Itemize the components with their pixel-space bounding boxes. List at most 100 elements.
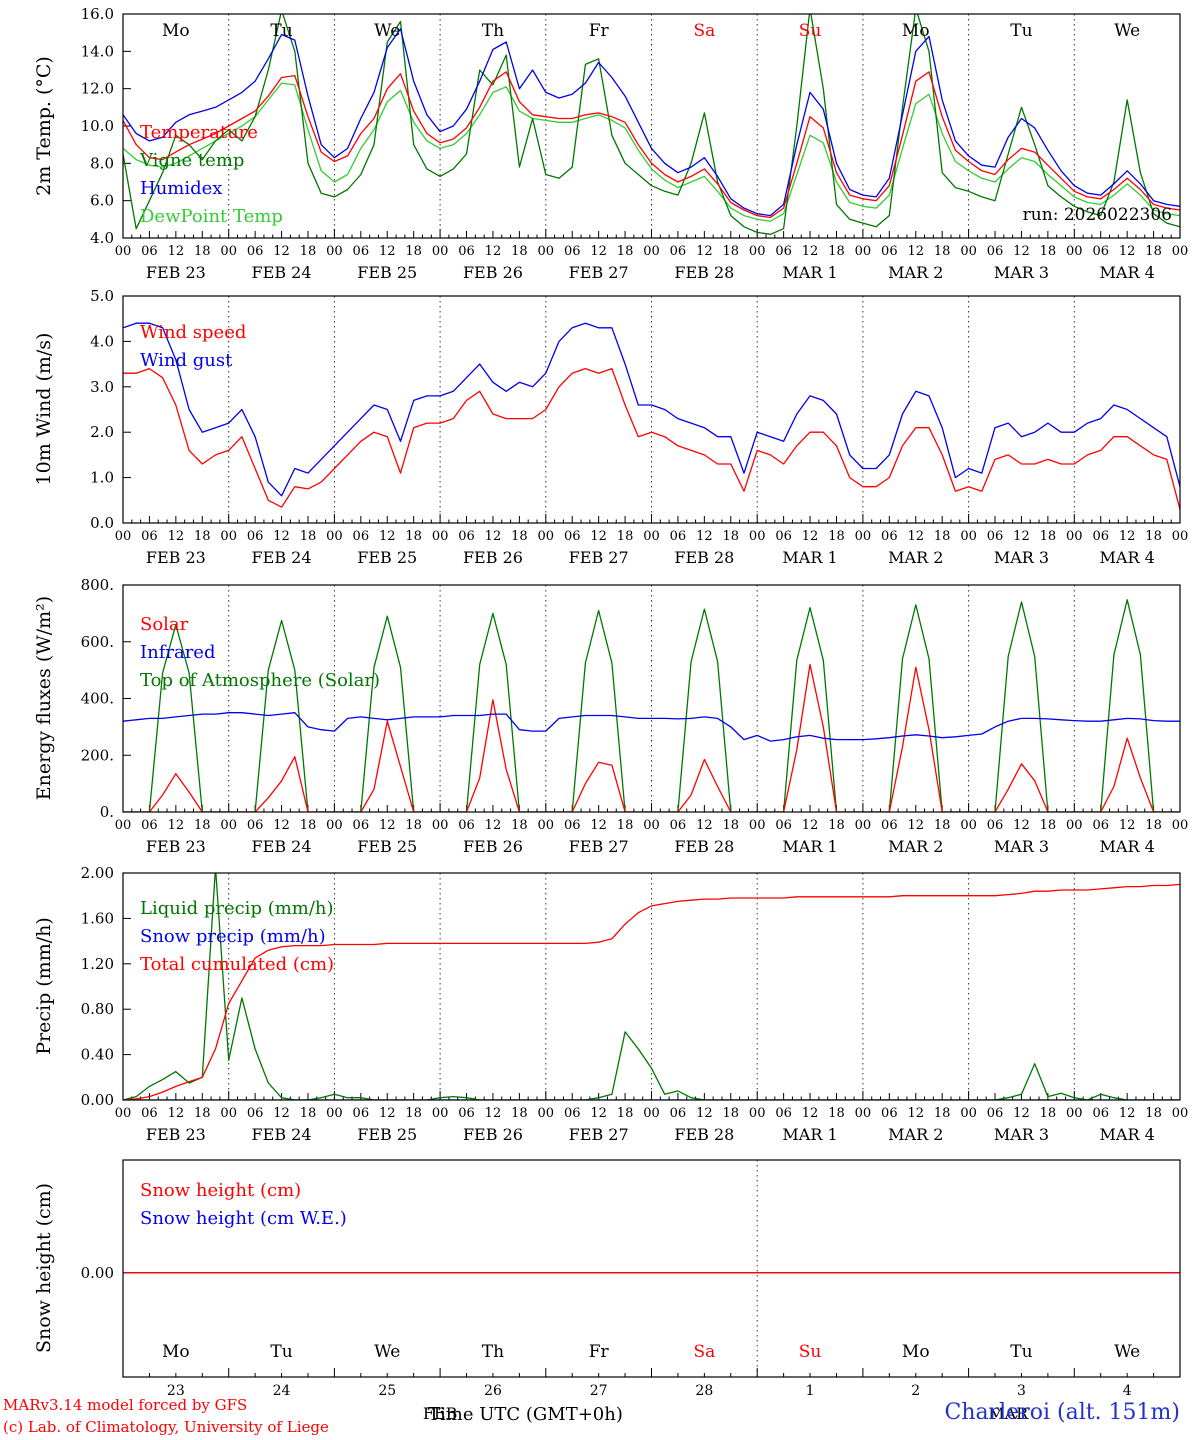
date-label: FEB 25: [357, 548, 417, 567]
hour-label: 00: [326, 244, 343, 259]
hour-label: 06: [670, 529, 687, 544]
date-label: FEB 23: [146, 1125, 206, 1144]
hour-label: 00: [538, 529, 555, 544]
y-axis-title-wind: 10m Wind (m/s): [33, 332, 55, 486]
day-number-label: 25: [378, 1383, 396, 1399]
weekday-label: Mo: [162, 1342, 190, 1362]
hour-label: 06: [775, 818, 792, 833]
hour-label: 18: [723, 1106, 740, 1121]
hour-label: 06: [564, 529, 581, 544]
hour-label: 00: [432, 1106, 449, 1121]
hour-label: 18: [828, 244, 845, 259]
hour-label: 12: [1013, 818, 1030, 833]
hour-label: 06: [881, 529, 898, 544]
hour-label: 12: [907, 529, 924, 544]
hour-label: 18: [511, 1106, 528, 1121]
weekday-label: Mo: [162, 21, 190, 41]
hour-label: 18: [300, 818, 317, 833]
hour-label: 12: [696, 244, 713, 259]
hour-label: 18: [405, 529, 422, 544]
month-label: FEB: [423, 1404, 458, 1423]
hour-label: 12: [696, 818, 713, 833]
hour-label: 18: [828, 818, 845, 833]
hour-label: 00: [220, 818, 237, 833]
hour-label: 12: [273, 529, 290, 544]
hour-label: 18: [1040, 529, 1057, 544]
hour-label: 12: [379, 1106, 396, 1121]
hour-label: 12: [696, 1106, 713, 1121]
hour-label: 06: [987, 1106, 1004, 1121]
hour-label: 12: [1119, 244, 1136, 259]
legend-dewpoint-temp: DewPoint Temp: [140, 206, 283, 227]
hour-label: 18: [723, 244, 740, 259]
hour-label: 00: [326, 1106, 343, 1121]
date-label: FEB 24: [252, 548, 312, 567]
hour-label: 18: [511, 244, 528, 259]
hour-label: 12: [696, 529, 713, 544]
date-label: MAR 4: [1100, 548, 1155, 567]
hour-label: 12: [273, 818, 290, 833]
date-label: FEB 28: [674, 548, 734, 567]
hour-label: 18: [511, 529, 528, 544]
day-number-label: 1: [806, 1383, 815, 1399]
hour-label: 00: [115, 818, 132, 833]
hour-label: 00: [1172, 529, 1189, 544]
hour-label: 12: [802, 244, 819, 259]
y-tick-label: 8.0: [90, 154, 114, 172]
date-label: FEB 25: [357, 263, 417, 282]
hour-label: 12: [273, 244, 290, 259]
infrared-line: [123, 712, 1180, 742]
hour-label: 12: [590, 244, 607, 259]
weekday-label: Sa: [693, 21, 715, 41]
hour-label: 18: [1040, 818, 1057, 833]
hour-label: 06: [670, 244, 687, 259]
date-label: FEB 26: [463, 263, 523, 282]
liquid-precip-line: [123, 873, 1180, 1100]
hour-label: 00: [749, 1106, 766, 1121]
y-tick-label: 0.00: [81, 1264, 114, 1282]
hour-label: 06: [247, 529, 264, 544]
date-label: MAR 4: [1100, 837, 1155, 856]
y-tick-label: 600.: [81, 633, 114, 651]
hour-label: 12: [273, 1106, 290, 1121]
y-axis-title-temperature: 2m Temp. (°C): [33, 56, 55, 196]
hour-label: 18: [723, 529, 740, 544]
month-label: MAR: [988, 1404, 1029, 1423]
day-number-label: 28: [695, 1383, 713, 1399]
y-tick-label: 16.0: [81, 5, 114, 23]
hour-label: 00: [115, 1106, 132, 1121]
hour-label: 00: [326, 529, 343, 544]
date-label: MAR 3: [994, 548, 1049, 567]
hour-label: 18: [617, 244, 634, 259]
panel-frame: [122, 13, 1181, 239]
hour-label: 06: [881, 244, 898, 259]
x-axis-title: Time UTC (GMT+0h): [428, 1404, 623, 1425]
y-tick-label: 200.: [81, 746, 114, 764]
hour-label: 06: [458, 244, 475, 259]
hour-label: 00: [1066, 244, 1083, 259]
hour-label: 06: [1092, 818, 1109, 833]
y-tick-label: 0.80: [81, 1000, 114, 1018]
y-tick-label: 3.0: [90, 378, 114, 396]
y-axis-title-precip: Precip (mm/h): [33, 917, 55, 1055]
hour-label: 06: [1092, 244, 1109, 259]
hour-label: 00: [749, 244, 766, 259]
y-tick-label: 0.0: [90, 514, 114, 532]
day-number-label: 24: [273, 1383, 291, 1399]
hour-label: 18: [300, 1106, 317, 1121]
hour-label: 00: [643, 818, 660, 833]
hour-label: 12: [168, 1106, 185, 1121]
hour-label: 00: [749, 529, 766, 544]
legend-temperature: Temperature: [140, 122, 258, 143]
temperature-line: [123, 71, 1180, 219]
hour-label: 06: [353, 244, 370, 259]
legend-snow-height-cm: Snow height (cm): [140, 1180, 302, 1201]
y-tick-label: 0.40: [81, 1046, 114, 1064]
date-label: FEB 26: [463, 1125, 523, 1144]
y-tick-label: 6.0: [90, 192, 114, 210]
hour-label: 00: [1172, 818, 1189, 833]
hour-label: 18: [1145, 1106, 1162, 1121]
hour-label: 06: [353, 818, 370, 833]
hour-label: 18: [405, 1106, 422, 1121]
